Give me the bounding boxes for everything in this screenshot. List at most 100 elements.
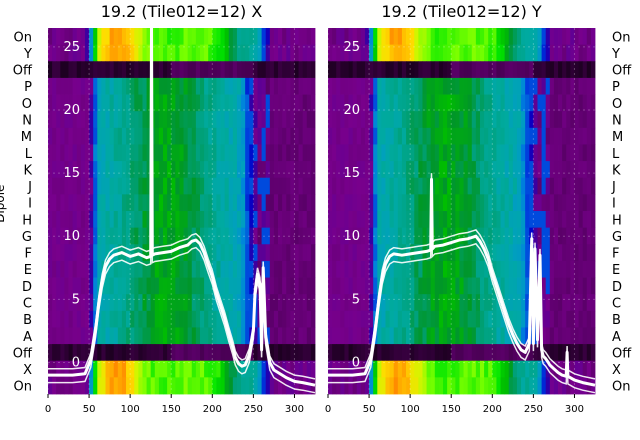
heatmap-cell [245,294,250,312]
heatmap-cell [286,28,291,46]
heatmap-cell [369,28,374,46]
heatmap-cell [208,360,213,378]
heatmap-cell [504,144,510,162]
heatmap-cell [109,94,115,112]
heatmap-cell [101,310,106,328]
heatmap-cell [529,111,534,129]
heatmap-cell [549,111,555,129]
heatmap-cell [76,377,82,395]
heatmap-cell [52,211,57,229]
heatmap-cell [105,61,111,79]
heatmap-cell [171,144,176,162]
heatmap-cell [356,294,362,312]
heatmap-cell [220,277,226,295]
heatmap-cell [393,44,399,62]
heatmap-cell [356,61,362,79]
heatmap-cell [586,177,592,195]
heatmap-cell [430,61,436,79]
heatmap-cell [397,161,403,179]
heatmap-cell [356,94,362,112]
heatmap-cell [455,144,460,162]
heatmap-cell [566,377,571,395]
heatmap-cell [154,28,160,46]
heatmap-cell [521,211,526,229]
heatmap-cell [352,144,358,162]
heatmap-cell [328,310,333,328]
category-label: X [612,363,621,378]
heatmap-cell [385,211,391,229]
heatmap-cell [508,111,514,129]
heatmap-cell [467,111,473,129]
heatmap-cell [545,227,551,245]
heatmap-cell [410,294,415,312]
heatmap-cell [154,94,160,112]
heatmap-cell [224,161,230,179]
heatmap-cell [389,294,395,312]
heatmap-cell [76,177,82,195]
heatmap-cell [72,177,78,195]
heatmap-cell [298,327,304,345]
heatmap-cell [76,344,82,362]
heatmap-cell [310,161,316,179]
heatmap-cell [410,44,415,62]
heatmap-cell [529,28,534,46]
heatmap-cell [269,327,275,345]
heatmap-cell [373,294,378,312]
heatmap-cell [130,294,135,312]
heatmap-cell [459,260,464,278]
heatmap-cell [516,360,522,378]
heatmap-cell [570,127,575,145]
heatmap-cell [541,360,547,378]
heatmap-cell [397,277,403,295]
heatmap-cell [364,194,370,212]
heatmap-cell [508,360,514,378]
heatmap-cell [265,244,271,262]
heatmap-cell [179,111,184,129]
heatmap-cell [578,377,584,395]
heatmap-cell [488,111,493,129]
category-label: M [612,130,623,145]
heatmap-cell [508,28,514,46]
heatmap-cell [212,144,217,162]
heatmap-cell [191,377,197,395]
heatmap-cell [418,327,423,345]
heatmap-cell [553,310,559,328]
heatmap-cell [261,28,267,46]
heatmap-cell [562,61,567,79]
heatmap-cell [294,111,299,129]
heatmap-cell [101,177,106,195]
heatmap-cell [492,260,497,278]
heatmap-cell [84,277,90,295]
heatmap-cell [381,244,386,262]
heatmap-cell [455,61,460,79]
heatmap-cell [558,44,563,62]
heatmap-cell [171,44,176,62]
heatmap-cell [471,260,477,278]
heatmap-cell [521,244,526,262]
heatmap-cell [241,227,246,245]
heatmap-cell [241,310,246,328]
heatmap-cell [302,244,308,262]
heatmap-cell [406,127,411,145]
heatmap-cell [484,44,489,62]
heatmap-cell [418,94,423,112]
heatmap-cell [504,344,510,362]
heatmap-cell [586,294,592,312]
heatmap-cell [56,77,61,95]
overlay-y-tick-label: 10 [343,229,360,244]
heatmap-cell [385,111,391,129]
heatmap-cell [199,77,205,95]
heatmap-cell [236,127,242,145]
heatmap-cell [142,227,147,245]
heatmap-cell [590,194,596,212]
heatmap-cell [545,177,551,195]
heatmap-cell [393,28,399,46]
heatmap-cell [265,294,271,312]
heatmap-cell [265,44,271,62]
heatmap-cell [171,227,176,245]
heatmap-cell [150,294,156,312]
heatmap-cell [130,260,135,278]
heatmap-cell [101,127,106,145]
heatmap-cell [541,61,547,79]
heatmap-cell [504,61,510,79]
